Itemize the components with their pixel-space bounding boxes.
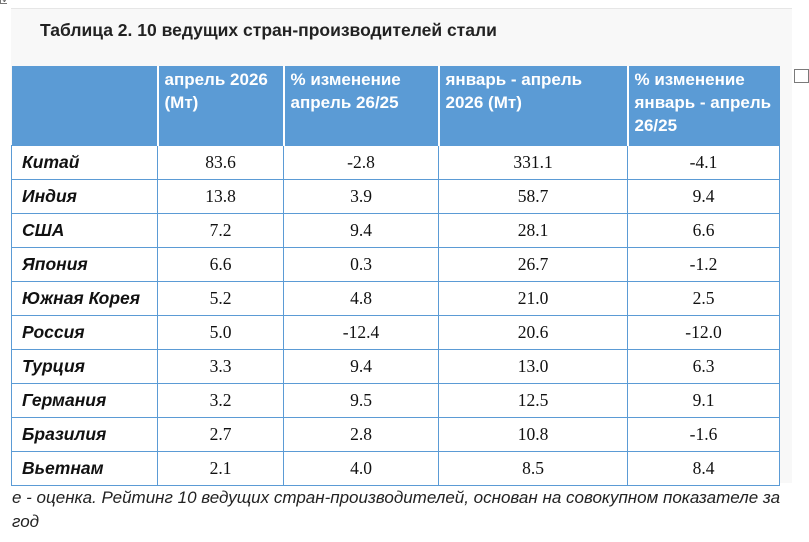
cell-jan-apr: 26.7: [438, 247, 628, 282]
cell-april-change: 0.3: [283, 247, 439, 282]
table-row: Турция 3.3 9.4 13.0 6.3: [11, 349, 780, 384]
cell-jan-apr-change: 8.4: [627, 451, 780, 486]
cell-country: Китай: [11, 145, 158, 180]
table-header-row: апрель 2026 (Мт) % изменение апрель 26/2…: [11, 66, 780, 146]
cell-country: Германия: [11, 383, 158, 418]
cell-country: Бразилия: [11, 417, 158, 452]
panel-top-border: [11, 8, 792, 9]
cell-april: 83.6: [157, 145, 284, 180]
cell-jan-apr: 12.5: [438, 383, 628, 418]
cell-jan-apr-change: -4.1: [627, 145, 780, 180]
header-april: апрель 2026 (Мт): [157, 66, 285, 146]
table-row: Япония 6.6 0.3 26.7 -1.2: [11, 247, 780, 282]
cell-april: 3.2: [157, 383, 284, 418]
cell-country: Россия: [11, 315, 158, 350]
cell-april: 2.7: [157, 417, 284, 452]
corner-mark: [0, 0, 7, 4]
cell-jan-apr-change: 6.6: [627, 213, 780, 248]
cell-jan-apr: 8.5: [438, 451, 628, 486]
table-row: Россия 5.0 -12.4 20.6 -12.0: [11, 315, 780, 350]
cell-april-change: 3.9: [283, 179, 439, 214]
cell-april-change: 4.0: [283, 451, 439, 486]
cell-jan-apr: 20.6: [438, 315, 628, 350]
cell-april-change: 9.4: [283, 213, 439, 248]
table-title: Таблица 2. 10 ведущих стран-производител…: [40, 20, 497, 40]
cell-country: Вьетнам: [11, 451, 158, 486]
cell-jan-apr-change: 2.5: [627, 281, 780, 316]
cell-jan-apr: 331.1: [438, 145, 628, 180]
cell-country: Япония: [11, 247, 158, 282]
header-jan-apr-change: % изменение январь - апрель 26/25: [627, 66, 780, 146]
cell-april: 6.6: [157, 247, 284, 282]
table-row: Германия 3.2 9.5 12.5 9.1: [11, 383, 780, 418]
cell-jan-apr: 28.1: [438, 213, 628, 248]
cell-country: Турция: [11, 349, 158, 384]
cell-jan-apr-change: 9.1: [627, 383, 780, 418]
cell-country: Южная Корея: [11, 281, 158, 316]
cell-april: 5.0: [157, 315, 284, 350]
cell-jan-apr-change: -12.0: [627, 315, 780, 350]
cell-country: США: [11, 213, 158, 248]
cell-jan-apr-change: 6.3: [627, 349, 780, 384]
cell-april: 3.3: [157, 349, 284, 384]
cell-april-change: 9.4: [283, 349, 439, 384]
cell-april-change: -12.4: [283, 315, 439, 350]
cell-april-change: -2.8: [283, 145, 439, 180]
cell-april-change: 2.8: [283, 417, 439, 452]
footnote: е - оценка. Рейтинг 10 ведущих стран-про…: [12, 488, 781, 531]
header-country: [11, 66, 159, 146]
cell-april-change: 9.5: [283, 383, 439, 418]
cell-april: 5.2: [157, 281, 284, 316]
table-row: Вьетнам 2.1 4.0 8.5 8.4: [11, 451, 780, 486]
table-row: США 7.2 9.4 28.1 6.6: [11, 213, 780, 248]
cell-jan-apr: 10.8: [438, 417, 628, 452]
cell-april: 2.1: [157, 451, 284, 486]
table-row: Бразилия 2.7 2.8 10.8 -1.6: [11, 417, 780, 452]
cell-jan-apr: 58.7: [438, 179, 628, 214]
cell-jan-apr-change: -1.2: [627, 247, 780, 282]
table-body: Китай 83.6 -2.8 331.1 -4.1 Индия 13.8 3.9 58.7 9.…: [11, 145, 780, 486]
cell-april: 7.2: [157, 213, 284, 248]
cell-jan-apr: 21.0: [438, 281, 628, 316]
table-row: Южная Корея 5.2 4.8 21.0 2.5: [11, 281, 780, 316]
header-april-change: % изменение апрель 26/25: [283, 66, 440, 146]
table-row: Китай 83.6 -2.8 331.1 -4.1: [11, 145, 780, 180]
header-jan-apr: январь - апрель 2026 (Мт): [438, 66, 629, 146]
table-row: Индия 13.8 3.9 58.7 9.4: [11, 179, 780, 214]
cell-april: 13.8: [157, 179, 284, 214]
checkbox[interactable]: [794, 69, 809, 83]
cell-jan-apr-change: -1.6: [627, 417, 780, 452]
cell-april-change: 4.8: [283, 281, 439, 316]
cell-country: Индия: [11, 179, 158, 214]
steel-producers-table: апрель 2026 (Мт) % изменение апрель 26/2…: [11, 66, 780, 486]
cell-jan-apr: 13.0: [438, 349, 628, 384]
cell-jan-apr-change: 9.4: [627, 179, 780, 214]
arrow-down-icon: ↓: [1, 0, 8, 4]
